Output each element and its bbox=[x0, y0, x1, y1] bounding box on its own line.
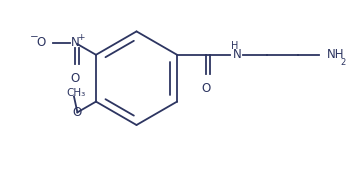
Text: CH₃: CH₃ bbox=[66, 88, 85, 98]
Text: 2: 2 bbox=[341, 58, 346, 67]
Text: +: + bbox=[77, 33, 84, 42]
Text: −: − bbox=[29, 32, 38, 42]
Text: H: H bbox=[231, 41, 238, 51]
Text: O: O bbox=[36, 36, 46, 49]
Text: N: N bbox=[233, 48, 242, 61]
Text: O: O bbox=[202, 82, 211, 95]
Text: N: N bbox=[71, 36, 79, 49]
Text: O: O bbox=[73, 106, 82, 119]
Text: NH: NH bbox=[327, 48, 345, 61]
Text: O: O bbox=[70, 72, 80, 85]
